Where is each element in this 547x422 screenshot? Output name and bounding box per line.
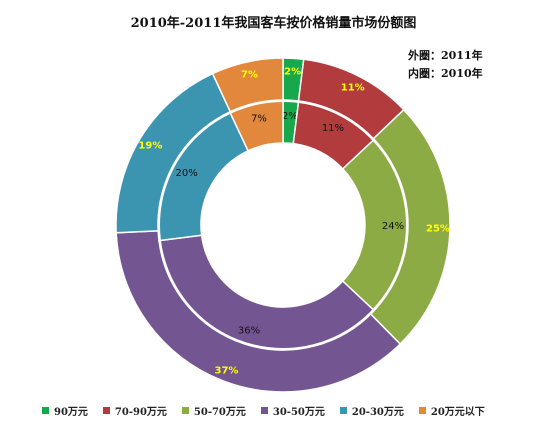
- inner-ring-label-2: 24%: [382, 221, 404, 232]
- outer-ring-label-2: 25%: [426, 223, 450, 234]
- legend-swatch-3: [260, 406, 268, 414]
- legend-item-0: 90万元: [42, 403, 88, 418]
- legend-item-4: 20-30万元: [339, 403, 404, 418]
- inner-ring-label-4: 20%: [175, 168, 197, 179]
- legend-item-3: 30-50万元: [260, 403, 325, 418]
- legend-swatch-5: [418, 406, 426, 414]
- outer-ring-label-5: 7%: [241, 70, 258, 81]
- legend-label-1: 70-90万元: [114, 406, 167, 418]
- outer-ring-note: 外圈：2011年: [408, 49, 483, 62]
- outer-ring-label-3: 37%: [215, 365, 239, 376]
- outer-ring-label-1: 11%: [341, 83, 365, 94]
- legend-item-5: 20万元以下: [418, 403, 485, 418]
- legend-swatch-0: [42, 406, 49, 414]
- legend-item-2: 50-70万元: [181, 403, 246, 418]
- legend-label-5: 20万元以下: [430, 406, 485, 418]
- inner-ring-label-3: 36%: [238, 326, 260, 337]
- legend-swatch-2: [181, 406, 189, 414]
- inner-ring-label-5: 7%: [251, 114, 267, 125]
- outer-ring-label-0: 2%: [284, 66, 301, 77]
- ring-separator: [158, 100, 408, 350]
- legend-swatch-1: [102, 406, 110, 414]
- inner-ring-label-0: 2%: [282, 111, 298, 122]
- chart-title: 2010年-2011年我国客车按价格销量市场份额图: [130, 16, 417, 31]
- chart-legend: 90万元 70-90万元 50-70万元 30-50万元 20-30万元 20万元以下: [42, 402, 542, 418]
- legend-item-1: 70-90万元: [102, 403, 167, 418]
- outer-ring-label-4: 19%: [138, 141, 162, 152]
- inner-ring-label-1: 11%: [322, 123, 344, 134]
- legend-swatch-4: [339, 406, 347, 414]
- legend-label-4: 20-30万元: [351, 406, 404, 418]
- legend-label-2: 50-70万元: [193, 406, 246, 418]
- legend-label-3: 30-50万元: [272, 406, 325, 418]
- legend-label-0: 90万元: [54, 406, 88, 418]
- inner-ring-note: 内圈：2010年: [408, 67, 483, 80]
